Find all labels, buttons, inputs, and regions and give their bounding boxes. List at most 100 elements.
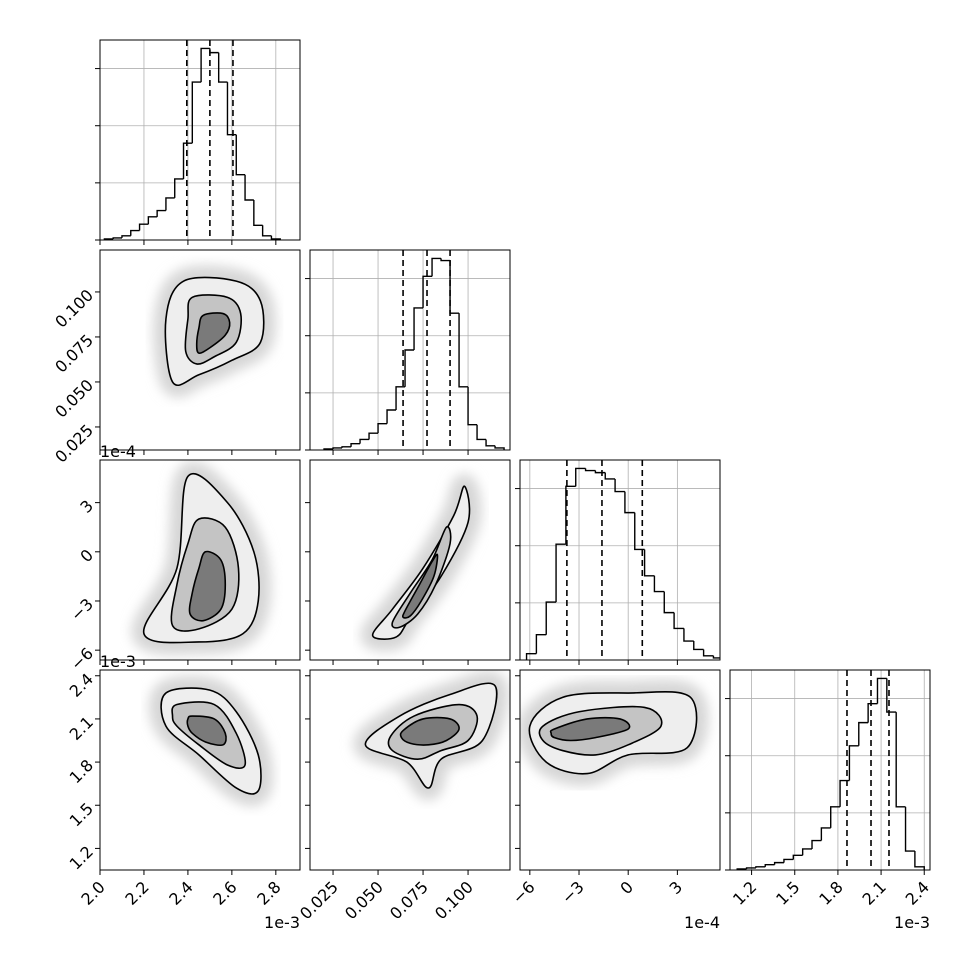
- y-tick-label: 0.075: [51, 331, 97, 377]
- x-tick-label: 1.5: [772, 877, 803, 908]
- hist-bin: [200, 47, 210, 83]
- hist-bin: [449, 260, 460, 314]
- hist-bin: [458, 313, 469, 388]
- hist-bin: [467, 386, 478, 426]
- contour: [401, 553, 439, 619]
- x-tick-label: 2.0: [77, 877, 108, 908]
- hist-bin: [545, 601, 557, 635]
- hist-bin: [783, 858, 794, 863]
- y-tick-label: 2.4: [66, 669, 97, 700]
- x-tick-label: 2.4: [165, 877, 196, 908]
- hist-bin: [535, 634, 547, 654]
- hist-bin: [485, 439, 496, 447]
- hist-bin: [147, 216, 158, 225]
- panel-border: [309, 249, 511, 451]
- hist-bin: [217, 52, 228, 83]
- hist-bin: [555, 543, 566, 603]
- hist-bin: [270, 235, 281, 240]
- hist-bin: [624, 491, 635, 514]
- panel-border: [99, 39, 301, 241]
- hist-bin: [174, 178, 184, 198]
- hist-bin: [584, 468, 596, 472]
- hist-bin: [683, 628, 694, 642]
- hist-bin: [332, 447, 343, 449]
- hist-bin: [811, 839, 822, 849]
- hist-bin: [368, 432, 379, 440]
- hist-bin: [440, 258, 451, 262]
- panel-border: [309, 669, 511, 871]
- x-offset-text: 1e-4: [684, 913, 720, 932]
- hist-bin: [895, 712, 906, 808]
- panel: [95, 39, 301, 245]
- hist-bin: [702, 649, 714, 657]
- hist-bin: [261, 225, 272, 237]
- hist-bin: [413, 307, 424, 350]
- hist-bin: [386, 409, 397, 424]
- x-tick-label: 0.100: [431, 877, 477, 923]
- x-tick-label: 0.025: [296, 877, 342, 923]
- contour: [188, 550, 227, 622]
- hist-bin: [801, 848, 813, 856]
- hist-bin: [820, 827, 831, 841]
- panel-border: [99, 249, 301, 451]
- hist-bin: [121, 235, 131, 238]
- x-tick-label: 2.2: [121, 877, 152, 908]
- hist-bin: [244, 174, 254, 201]
- hist-bin: [755, 866, 766, 868]
- y-tick-label: 1.8: [66, 756, 97, 787]
- hist-bin: [904, 806, 915, 852]
- hist-bin: [209, 48, 219, 54]
- y-tick-label: 0.025: [51, 421, 97, 467]
- y-tick-label: 0.100: [51, 286, 97, 332]
- hist-bin: [350, 442, 361, 447]
- hist-bin: [693, 641, 704, 651]
- panel: 1.2 1.5 1.8 2.1 2.4: [725, 669, 933, 909]
- hist-bin: [395, 386, 406, 410]
- x-offset-text: 1e-3: [264, 913, 300, 932]
- hist-bin: [253, 200, 263, 226]
- hist-bin: [112, 237, 122, 239]
- hist-bin: [341, 446, 352, 448]
- panel: [305, 459, 511, 665]
- hist-bin: [182, 142, 193, 179]
- y-tick-label: 0.050: [51, 376, 97, 422]
- x-tick-label: −6: [509, 877, 539, 907]
- hist-bin: [876, 677, 887, 704]
- hist-bin: [431, 257, 442, 277]
- contour: [399, 716, 460, 746]
- y-tick-label: −6: [67, 644, 97, 674]
- x-tick-label: 3: [666, 877, 687, 898]
- x-tick-label: 2.4: [902, 877, 933, 908]
- hist-bin: [235, 134, 246, 176]
- hist-bin: [130, 229, 140, 236]
- panel-border: [519, 459, 721, 661]
- hist-bin: [848, 745, 859, 781]
- hist-bin: [634, 512, 645, 551]
- panel-border: [309, 459, 511, 661]
- x-tick-label: 0: [616, 877, 637, 898]
- hist-bin: [359, 438, 370, 444]
- hist-bin: [745, 867, 756, 869]
- hist-bin: [858, 721, 869, 746]
- hist-bin: [614, 478, 625, 493]
- x-offset-text: 1e-3: [894, 913, 930, 932]
- hist-bin: [830, 806, 841, 828]
- panel: [305, 249, 511, 455]
- y-tick-label: 1.2: [66, 842, 97, 873]
- contour: [371, 485, 471, 640]
- hist-bin: [673, 612, 684, 630]
- y-tick-label: 3: [76, 496, 97, 517]
- x-tick-label: 0.075: [386, 877, 432, 923]
- panel: [515, 459, 721, 665]
- y-tick-label: −3: [67, 595, 97, 625]
- x-tick-label: 2.6: [209, 877, 240, 908]
- hist-bin: [886, 678, 897, 713]
- x-tick-label: −3: [558, 877, 588, 907]
- y-offset-text: 1e-4: [100, 442, 136, 461]
- hist-bin: [138, 223, 149, 231]
- hist-bin: [191, 81, 202, 144]
- hist-bin: [494, 445, 505, 450]
- hist-bin: [156, 209, 166, 217]
